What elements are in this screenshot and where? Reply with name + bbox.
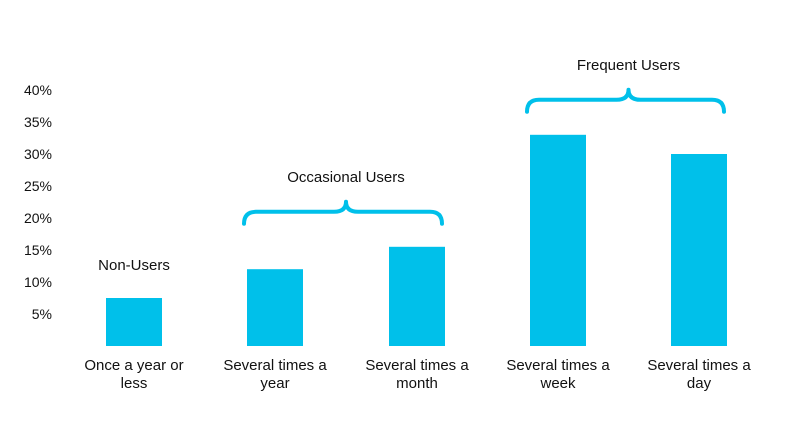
group-label: Occasional Users [287, 169, 405, 186]
x-tick-label: Several times a [647, 357, 751, 374]
y-tick-label: 5% [32, 306, 52, 322]
y-tick-label: 15% [24, 242, 52, 258]
x-tick-label: Several times a [506, 357, 610, 374]
y-tick-label: 40% [24, 82, 52, 98]
group-bracket [525, 87, 726, 114]
bar [247, 269, 303, 346]
x-tick-label: Several times a [223, 357, 327, 374]
y-tick-label: 10% [24, 274, 52, 290]
x-tick-label: Once a year or [84, 357, 183, 374]
group-labels: Non-Users Occasional Users Frequent Users [98, 57, 680, 274]
y-axis: 5% 10% 15% 20% 25% 30% 35% 40% [24, 82, 52, 322]
y-tick-label: 20% [24, 210, 52, 226]
x-tick-label: day [687, 375, 712, 392]
bar [530, 134, 586, 346]
group-label: Non-Users [98, 257, 170, 274]
y-tick-label: 35% [24, 114, 52, 130]
bar [106, 298, 162, 346]
y-tick-label: 30% [24, 146, 52, 162]
x-tick-label: less [121, 375, 148, 392]
y-tick-label: 25% [24, 178, 52, 194]
x-tick-label: month [396, 375, 438, 392]
x-tick-label: week [539, 375, 576, 392]
x-tick-label: Several times a [365, 357, 469, 374]
bar [671, 154, 727, 346]
group-label: Frequent Users [577, 57, 680, 74]
x-tick-label: year [260, 375, 289, 392]
group-bracket [242, 199, 444, 226]
bars [106, 134, 727, 346]
bar [389, 246, 445, 346]
group-brackets [242, 87, 726, 226]
